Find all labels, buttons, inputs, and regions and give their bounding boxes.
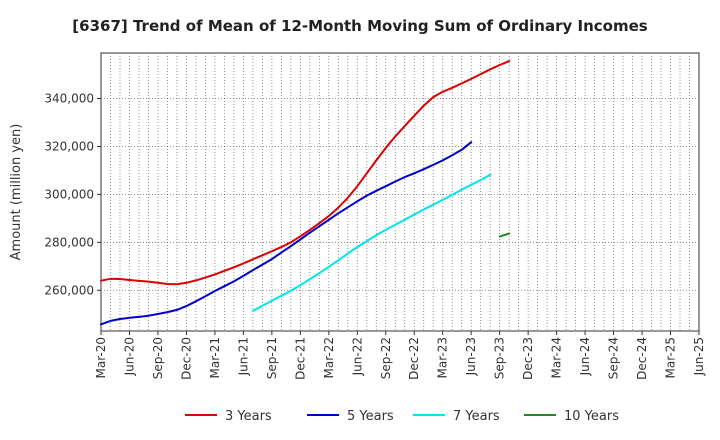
x-tick-label: Dec-21 — [293, 337, 307, 380]
x-tick-label: Jun-23 — [464, 337, 478, 376]
y-tick-label: 280,000 — [44, 235, 94, 249]
x-tick-label: Mar-21 — [208, 337, 222, 378]
x-tick-label: Dec-22 — [407, 337, 421, 380]
x-tick-label: Mar-25 — [664, 337, 678, 378]
y-axis-label: Amount (million yen) — [9, 124, 24, 261]
y-tick-label: 300,000 — [44, 187, 94, 201]
legend-label-7-years: 7 Years — [453, 409, 500, 424]
series-line-3-years — [100, 60, 511, 286]
x-tick-label: Mar-20 — [94, 337, 108, 378]
x-tick-label: Sep-21 — [265, 337, 279, 379]
x-tick-label: Dec-23 — [521, 337, 535, 380]
x-tick-label: Jun-22 — [350, 337, 364, 376]
y-gridlines — [101, 98, 699, 291]
series-line-5-years — [100, 141, 473, 326]
chart-title: [6367] Trend of Mean of 12-Month Moving … — [72, 17, 647, 35]
x-tick-label: Sep-20 — [151, 337, 165, 379]
x-tick-label: Jun-25 — [692, 337, 706, 376]
legend-label-3-years: 3 Years — [225, 409, 272, 424]
x-tick-label: Jun-24 — [578, 337, 592, 376]
x-tick-label: Dec-24 — [635, 337, 649, 380]
x-tick-label: Mar-22 — [322, 337, 336, 378]
legend-label-10-years: 10 Years — [564, 409, 619, 424]
x-tick-label: Jun-20 — [122, 337, 136, 376]
y-tick-label: 260,000 — [44, 283, 94, 297]
x-tick-label: Sep-22 — [379, 337, 393, 379]
x-tick-label: Sep-24 — [607, 337, 621, 379]
plot-area — [100, 52, 700, 332]
series-line-7-years — [251, 173, 492, 312]
y-tick-label: 320,000 — [44, 139, 94, 153]
x-tick-label: Mar-23 — [436, 337, 450, 378]
x-tick-label: Dec-20 — [179, 337, 193, 380]
legend: 3 Years 5 Years 7 Years 10 Years — [185, 409, 619, 424]
x-tick-label: Mar-24 — [550, 337, 564, 378]
legend-label-5-years: 5 Years — [347, 409, 394, 424]
x-tick-label: Sep-23 — [493, 337, 507, 379]
x-axis-ticks: Mar-20 Jun-20 Sep-20 Dec-20 Mar-21 Jun-21 Sep-… — [94, 331, 706, 380]
y-axis-ticks: 260,000 280,000 300,000 320,000 340,000 — [44, 92, 101, 297]
y-tick-label: 340,000 — [44, 92, 94, 106]
series-line-10-years — [498, 232, 511, 238]
series-layer — [100, 60, 511, 326]
x-tick-label: Jun-21 — [236, 337, 250, 376]
